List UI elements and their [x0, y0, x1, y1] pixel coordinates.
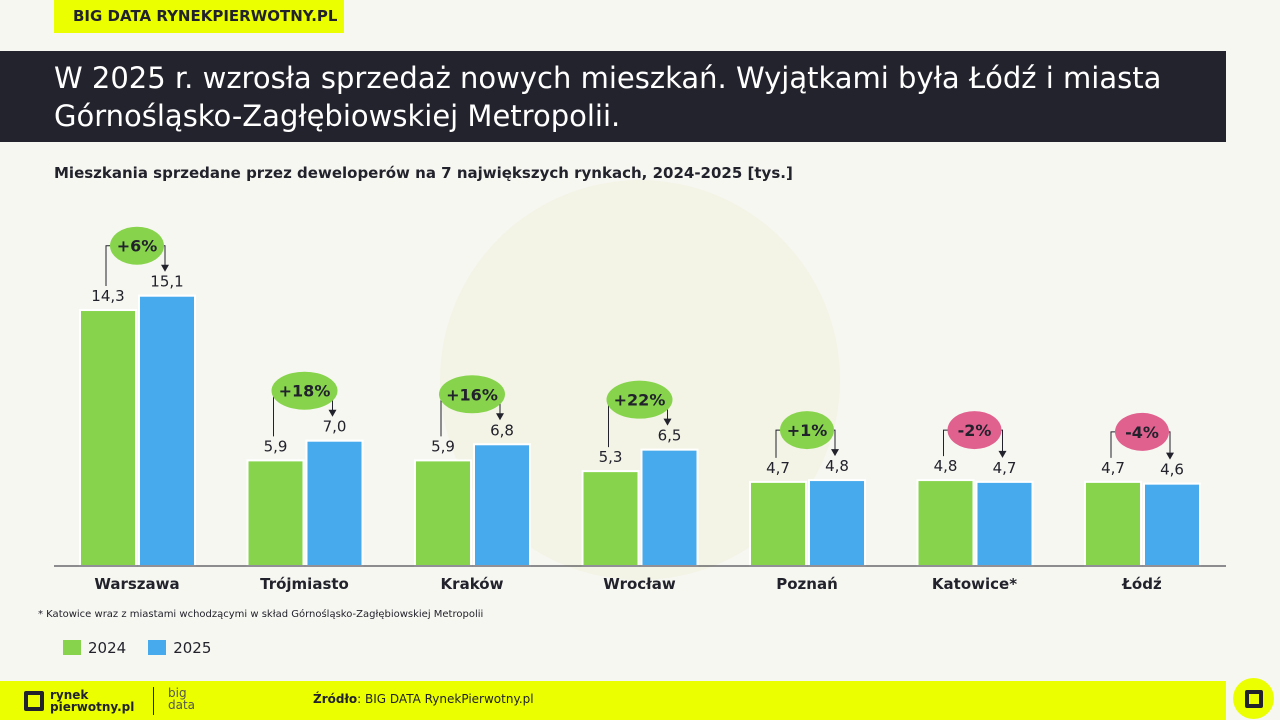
bar-2024: [581, 470, 640, 568]
data-label: 4,7: [993, 459, 1017, 477]
category-label: Wrocław: [603, 575, 676, 593]
change-label: +18%: [279, 382, 331, 401]
bar-2024: [1084, 480, 1142, 567]
data-label: 4,8: [825, 457, 849, 475]
category-label: Kraków: [441, 575, 504, 593]
chart-title: Mieszkania sprzedane przez deweloperów n…: [54, 164, 793, 182]
data-label: 4,6: [1160, 461, 1184, 479]
bar-2025: [1143, 482, 1201, 567]
change-label: +1%: [787, 421, 828, 440]
footer: rynek pierwotny.pl big data Źródło: BIG DA…: [0, 681, 1226, 720]
arrow-icon: [161, 264, 169, 272]
data-label: 4,7: [1101, 459, 1125, 477]
data-label: 4,7: [766, 459, 790, 477]
footnote: * Katowice wraz z miastami wchodzącymi w…: [38, 609, 484, 620]
change-badge: [780, 411, 834, 450]
change-badge: [439, 375, 505, 414]
data-label: 7,0: [323, 418, 347, 436]
logo: rynek pierwotny.pl: [24, 689, 134, 713]
change-label: -2%: [958, 421, 992, 440]
arrow-icon: [663, 418, 672, 426]
watermark-circle: [440, 180, 840, 580]
change-label: +16%: [446, 385, 498, 404]
category-label: Warszawa: [94, 575, 179, 593]
change-badge: [1115, 412, 1169, 451]
bar-2024: [79, 309, 137, 567]
data-label: 14,3: [91, 287, 124, 305]
change-badge: [110, 226, 164, 265]
data-label: 6,5: [658, 427, 682, 445]
category-label: Łódź: [1121, 575, 1162, 593]
big-data-logo: big data: [168, 686, 196, 712]
legend-item-2024: 2024: [63, 639, 126, 657]
data-label: 4,8: [934, 457, 958, 475]
data-label: 5,3: [599, 448, 623, 466]
page-title: W 2025 r. wzrosła sprzedaż nowych mieszk…: [0, 51, 1226, 142]
bar-2025: [473, 443, 531, 567]
bar-2025: [305, 439, 364, 568]
change-badge: [947, 411, 1002, 450]
data-label: 5,9: [264, 437, 288, 455]
category-label: Poznań: [776, 575, 838, 593]
change-label: +22%: [614, 391, 666, 410]
bar-2024: [916, 479, 975, 567]
change-label: +6%: [117, 237, 158, 256]
bar-2024: [246, 459, 305, 568]
data-label: 5,9: [431, 437, 455, 455]
change-label: -4%: [1125, 423, 1159, 442]
data-label: 6,8: [490, 421, 514, 439]
bar-2025: [138, 294, 196, 567]
bar-2025: [975, 480, 1034, 567]
arrow-icon: [496, 413, 504, 421]
bar-2025: [808, 479, 866, 567]
arrow-icon: [831, 449, 839, 457]
change-badge: [606, 380, 673, 419]
logo-icon: [24, 691, 44, 711]
legend-item-2025: 2025: [148, 639, 211, 657]
bar-2024: [749, 480, 807, 567]
category-label: Katowice*: [932, 575, 1017, 593]
bar-2025: [640, 448, 699, 567]
legend: 2024 2025: [63, 639, 211, 657]
corner-logo-icon: [1233, 678, 1274, 719]
category-label: Trójmiasto: [260, 575, 349, 593]
arrow-icon: [1166, 452, 1174, 460]
change-badge: [271, 371, 338, 410]
header-tag: BIG DATA RYNEKPIERWOTNY.PL: [54, 0, 344, 33]
data-label: 15,1: [150, 273, 183, 291]
bar-2024: [414, 459, 472, 568]
source: Źródło: BIG DATA RynekPierwotny.pl: [313, 692, 534, 706]
arrow-icon: [998, 450, 1007, 458]
arrow-icon: [328, 409, 337, 417]
